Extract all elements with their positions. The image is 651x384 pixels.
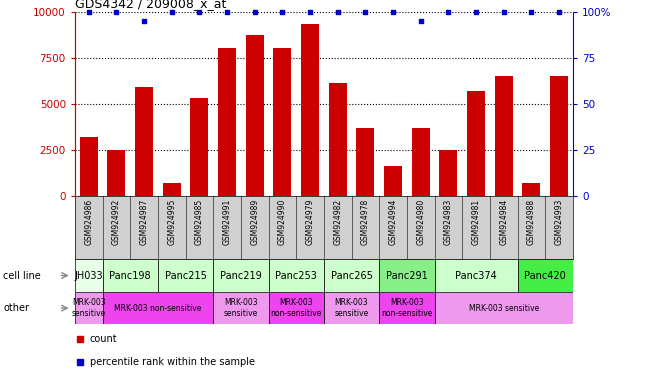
Point	[554, 8, 564, 15]
Point	[471, 8, 481, 15]
Text: other: other	[3, 303, 29, 313]
Bar	[518, 259, 573, 292]
Text: GSM924984: GSM924984	[499, 199, 508, 245]
Text: GSM924978: GSM924978	[361, 199, 370, 245]
Point	[333, 8, 343, 15]
Bar	[158, 259, 213, 292]
Point	[305, 8, 315, 15]
Bar	[107, 150, 126, 196]
Text: GDS4342 / 209008_x_at: GDS4342 / 209008_x_at	[75, 0, 227, 10]
Text: GSM924995: GSM924995	[167, 199, 176, 245]
Point	[443, 8, 454, 15]
Text: MRK-003
non-sensitive: MRK-003 non-sensitive	[381, 298, 432, 318]
Point	[75, 359, 85, 365]
Text: MRK-003
non-sensitive: MRK-003 non-sensitive	[271, 298, 322, 318]
Text: MRK-003 sensitive: MRK-003 sensitive	[469, 304, 539, 313]
Text: Panc253: Panc253	[275, 270, 317, 281]
Text: GSM924990: GSM924990	[278, 199, 287, 245]
Text: GSM924989: GSM924989	[250, 199, 259, 245]
Bar	[301, 25, 319, 196]
Bar	[213, 259, 268, 292]
Bar	[213, 292, 268, 324]
Bar	[135, 87, 153, 196]
Text: GSM924982: GSM924982	[333, 199, 342, 245]
Text: MRK-003 non-sensitive: MRK-003 non-sensitive	[114, 304, 202, 313]
Bar	[324, 259, 379, 292]
Text: GSM924992: GSM924992	[112, 199, 121, 245]
Bar	[439, 150, 458, 196]
Point	[360, 8, 370, 15]
Bar	[550, 76, 568, 196]
Bar	[467, 91, 485, 196]
Text: GSM924979: GSM924979	[305, 199, 314, 245]
Text: Panc374: Panc374	[455, 270, 497, 281]
Bar	[411, 127, 430, 196]
Bar	[245, 35, 264, 196]
Bar	[103, 292, 213, 324]
Bar	[268, 292, 324, 324]
Text: GSM924981: GSM924981	[471, 199, 480, 245]
Bar	[379, 259, 435, 292]
Text: Panc215: Panc215	[165, 270, 206, 281]
Text: GSM924986: GSM924986	[84, 199, 93, 245]
Bar	[103, 259, 158, 292]
Point	[111, 8, 122, 15]
Text: MRK-003
sensitive: MRK-003 sensitive	[72, 298, 106, 318]
Bar	[268, 259, 324, 292]
Point	[277, 8, 288, 15]
Text: GSM924988: GSM924988	[527, 199, 536, 245]
Text: percentile rank within the sample: percentile rank within the sample	[90, 357, 255, 367]
Point	[388, 8, 398, 15]
Text: count: count	[90, 334, 117, 344]
Text: cell line: cell line	[3, 270, 41, 281]
Bar	[495, 76, 513, 196]
Point	[83, 8, 94, 15]
Bar	[356, 127, 374, 196]
Bar	[379, 292, 435, 324]
Bar	[522, 183, 540, 196]
Text: GSM924993: GSM924993	[555, 199, 564, 245]
Text: GSM924994: GSM924994	[389, 199, 398, 245]
Text: GSM924980: GSM924980	[416, 199, 425, 245]
Bar	[384, 166, 402, 196]
Bar	[273, 48, 292, 196]
Text: JH033: JH033	[74, 270, 103, 281]
Text: Panc420: Panc420	[524, 270, 566, 281]
Bar	[435, 292, 573, 324]
Bar	[435, 259, 518, 292]
Text: Panc198: Panc198	[109, 270, 151, 281]
Point	[167, 8, 177, 15]
Point	[194, 8, 204, 15]
Text: MRK-003
sensitive: MRK-003 sensitive	[224, 298, 258, 318]
Text: GSM924991: GSM924991	[223, 199, 232, 245]
Text: GSM924983: GSM924983	[444, 199, 453, 245]
Bar	[75, 259, 103, 292]
Point	[249, 8, 260, 15]
Text: Panc265: Panc265	[331, 270, 372, 281]
Point	[222, 8, 232, 15]
Bar	[329, 83, 347, 196]
Point	[75, 336, 85, 342]
Bar	[190, 98, 208, 196]
Point	[139, 18, 149, 24]
Text: GSM924987: GSM924987	[139, 199, 148, 245]
Text: Panc291: Panc291	[386, 270, 428, 281]
Point	[526, 8, 536, 15]
Text: GSM924985: GSM924985	[195, 199, 204, 245]
Point	[415, 18, 426, 24]
Bar	[218, 48, 236, 196]
Bar	[324, 292, 379, 324]
Bar	[75, 292, 103, 324]
Bar	[79, 137, 98, 196]
Text: MRK-003
sensitive: MRK-003 sensitive	[335, 298, 368, 318]
Bar	[163, 183, 181, 196]
Text: Panc219: Panc219	[220, 270, 262, 281]
Point	[499, 8, 509, 15]
